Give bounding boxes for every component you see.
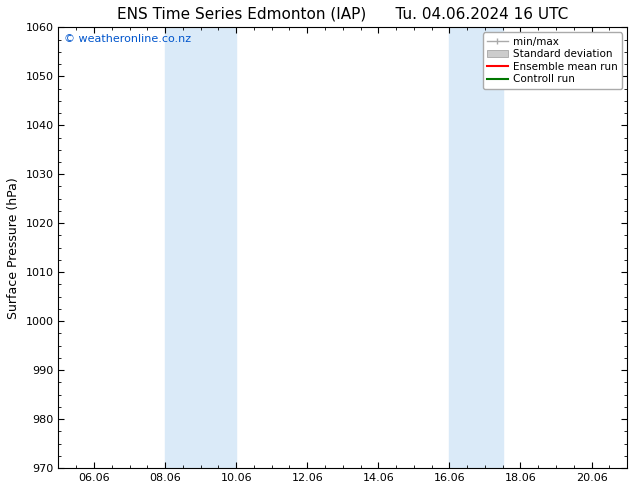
Y-axis label: Surface Pressure (hPa): Surface Pressure (hPa) xyxy=(7,177,20,318)
Text: © weatheronline.co.nz: © weatheronline.co.nz xyxy=(64,34,191,44)
Bar xyxy=(165,27,236,468)
Legend: min/max, Standard deviation, Ensemble mean run, Controll run: min/max, Standard deviation, Ensemble me… xyxy=(482,32,622,89)
Bar xyxy=(450,27,503,468)
Title: ENS Time Series Edmonton (IAP)      Tu. 04.06.2024 16 UTC: ENS Time Series Edmonton (IAP) Tu. 04.06… xyxy=(117,7,569,22)
